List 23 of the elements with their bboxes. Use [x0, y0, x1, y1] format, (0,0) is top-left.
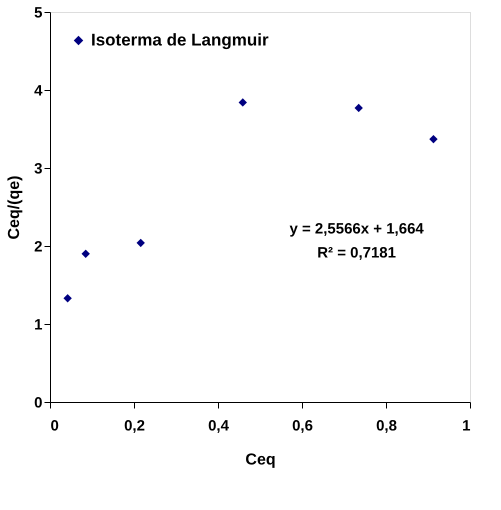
x-tick-label: 0,4	[208, 418, 230, 434]
x-tick-label: 1	[462, 418, 470, 434]
x-tick-label: 0	[50, 418, 59, 434]
y-tick-label: 4	[34, 82, 44, 100]
legend-label: Isoterma de Langmuir	[91, 30, 269, 50]
x-tick-label: 0,6	[292, 418, 313, 434]
point	[429, 134, 438, 144]
y-tick-label: 1	[34, 316, 42, 334]
annotation: y = 2,5566x + 1,664	[289, 220, 424, 238]
point	[354, 104, 363, 112]
annotation: R² = 0,7181	[317, 244, 396, 262]
point	[82, 250, 90, 258]
point	[136, 238, 145, 248]
y-tick-label: 2	[34, 238, 42, 256]
point	[238, 98, 247, 107]
y-axis-title: Ceq/(qe)	[6, 176, 24, 240]
x-tick-label: 0,2	[124, 418, 145, 434]
y-tick-label: 0	[34, 394, 42, 412]
y-tick-label: 5	[34, 4, 42, 22]
y-tick-label: 3	[34, 160, 42, 178]
point	[63, 294, 72, 302]
x-tick-label: 0,8	[376, 418, 397, 434]
x-axis-title: Ceq	[245, 452, 276, 468]
